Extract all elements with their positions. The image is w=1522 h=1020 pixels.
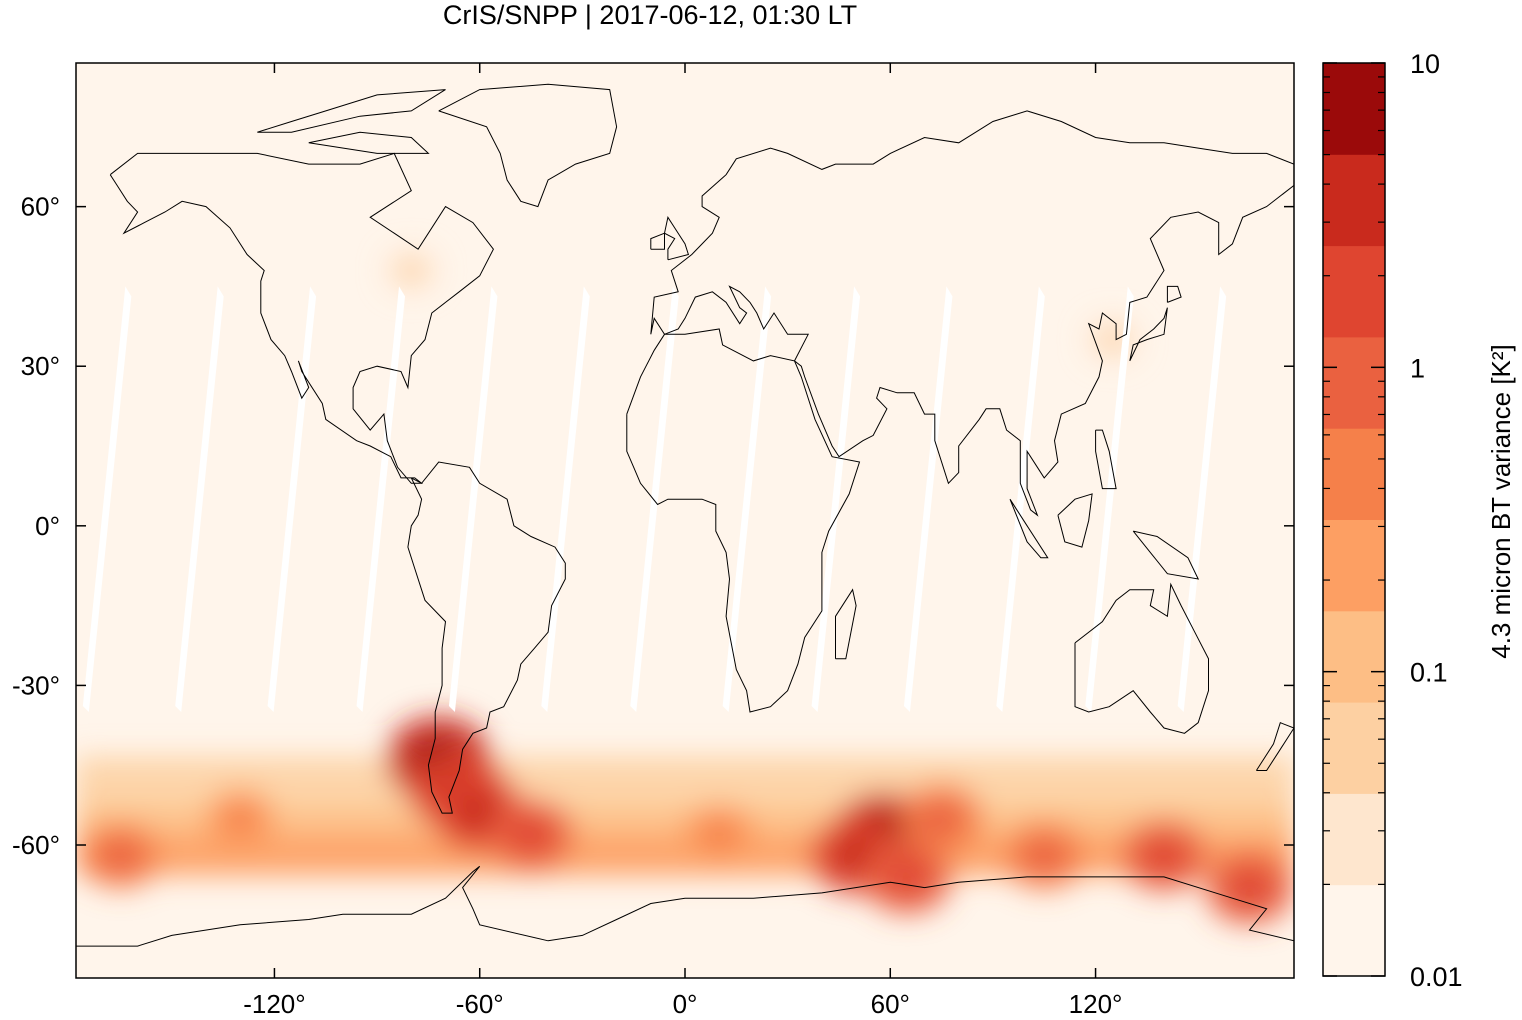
swath-gap bbox=[1085, 286, 1134, 713]
colorbar-segment bbox=[1323, 428, 1385, 520]
coastline bbox=[308, 131, 430, 154]
coastline bbox=[1255, 722, 1294, 771]
y-tick-label: -60° bbox=[12, 830, 60, 860]
coastline bbox=[1009, 498, 1049, 559]
colorbar-segment bbox=[1323, 154, 1385, 247]
map-area bbox=[76, 63, 1294, 978]
colorbar-segment bbox=[1323, 793, 1385, 886]
coastline bbox=[1074, 582, 1209, 734]
colorbar-segment bbox=[1323, 884, 1385, 977]
colorbar-segment bbox=[1323, 610, 1385, 703]
field-hotspot bbox=[700, 818, 739, 851]
coastline bbox=[438, 83, 618, 208]
colorbar-tick-label: 0.1 bbox=[1410, 658, 1448, 688]
y-tick-label: 30° bbox=[21, 351, 60, 381]
field-hotspot bbox=[1142, 837, 1186, 874]
x-tick-label: -60° bbox=[456, 989, 504, 1019]
colorbar-segment bbox=[1323, 63, 1385, 155]
field-hotspot bbox=[509, 816, 553, 853]
field-hotspot bbox=[885, 858, 930, 896]
swath-gap bbox=[1177, 286, 1227, 713]
field-hotspot bbox=[100, 839, 141, 873]
colorbar-segment bbox=[1323, 702, 1385, 794]
swath-gap bbox=[996, 286, 1045, 713]
colorbar-segment bbox=[1323, 336, 1385, 429]
colorbar-label: 4.3 micron BT variance [K²] bbox=[1486, 344, 1516, 659]
swath-gap bbox=[356, 286, 406, 713]
swath-gap bbox=[448, 286, 498, 713]
coastline bbox=[663, 216, 690, 261]
colorbar-frame bbox=[1322, 62, 1386, 977]
coastline bbox=[407, 461, 566, 814]
chart-title: CrIS/SNPP | 2017-06-12, 01:30 LT bbox=[442, 0, 858, 30]
x-tick-label: 0° bbox=[673, 989, 698, 1019]
variance-field bbox=[76, 249, 1294, 925]
colorbar-tick-label: 10 bbox=[1410, 49, 1440, 79]
x-tick-label: 60° bbox=[871, 989, 910, 1019]
coastlines bbox=[76, 83, 1294, 947]
y-tick-label: -30° bbox=[12, 670, 60, 700]
swath-gap bbox=[541, 286, 590, 713]
coastline bbox=[626, 328, 861, 713]
swath-gap bbox=[82, 286, 132, 713]
coastline bbox=[1132, 530, 1200, 580]
colorbar-segment bbox=[1323, 519, 1385, 612]
field-hotspot bbox=[1227, 869, 1272, 907]
y-tick-label: 0° bbox=[35, 511, 60, 541]
coastline bbox=[76, 865, 1294, 947]
swath-gap bbox=[630, 286, 679, 713]
field-hotspot bbox=[398, 259, 424, 281]
coastline bbox=[1057, 493, 1093, 548]
coastline bbox=[109, 152, 494, 484]
colorbar-tick-label: 1 bbox=[1410, 353, 1425, 383]
x-tick-label: 120° bbox=[1069, 989, 1123, 1019]
y-tick-label: 60° bbox=[21, 192, 60, 222]
swath-gap bbox=[811, 286, 861, 713]
colorbar-tick-label: 0.01 bbox=[1410, 962, 1463, 992]
coastline bbox=[835, 588, 857, 660]
colorbar: 10 1 0.1 0.01 4.3 micron BT variance [K²] bbox=[1322, 49, 1516, 992]
colorbar-segment bbox=[1323, 245, 1385, 338]
coastline bbox=[650, 110, 1294, 517]
axes: -120° -60° 0° 60° 120° 60° 30° 0° -30° -60° bbox=[12, 63, 1294, 1019]
coastline bbox=[1166, 285, 1182, 303]
field-hotspot bbox=[1023, 838, 1065, 873]
swath-gap bbox=[903, 286, 953, 713]
x-tick-label: -120° bbox=[243, 989, 305, 1019]
coastline bbox=[257, 89, 446, 133]
swath-gap bbox=[267, 286, 317, 713]
coastline bbox=[650, 232, 665, 250]
coastline bbox=[1095, 429, 1117, 490]
swath-gap bbox=[175, 286, 224, 713]
coastline bbox=[1129, 307, 1168, 362]
swath-gap bbox=[722, 286, 772, 713]
field-hotspot bbox=[222, 803, 259, 834]
swath-gaps bbox=[82, 286, 1227, 713]
field-hotspot bbox=[1100, 329, 1126, 351]
field-hotspot bbox=[920, 801, 963, 836]
